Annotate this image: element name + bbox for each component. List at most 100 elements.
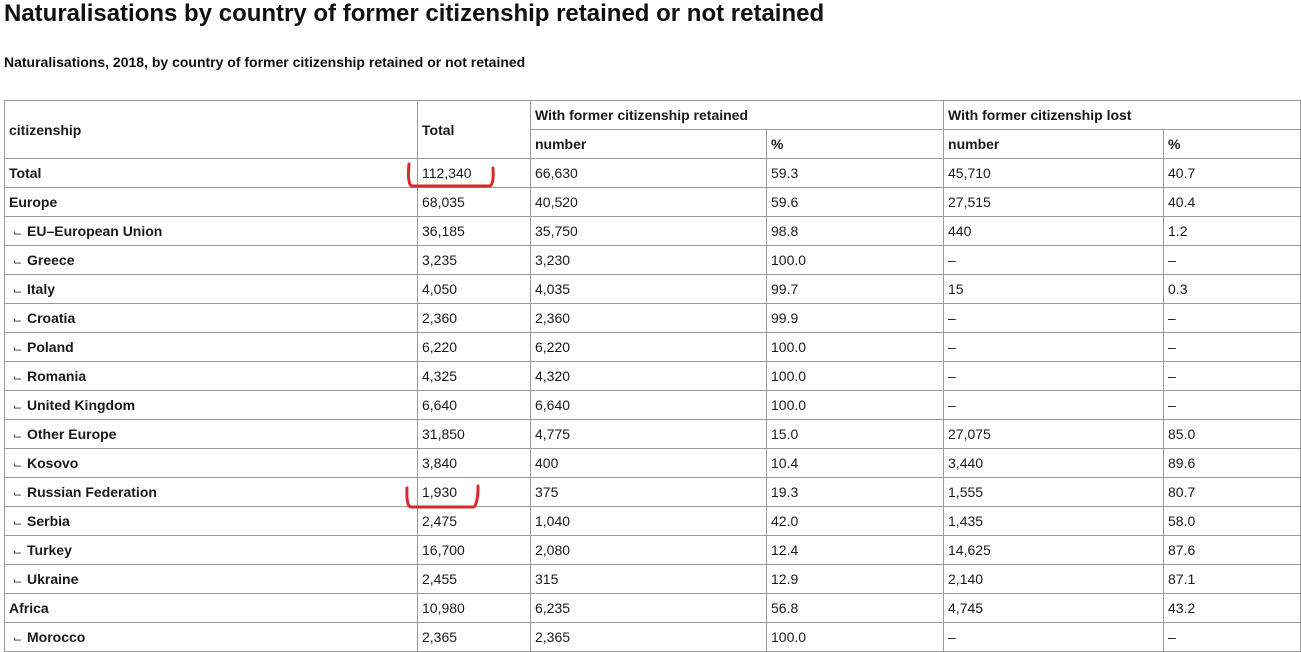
table-row: Total 112,340 66,630 59.3 45,710 40.7 xyxy=(4,158,1301,188)
retained-percent-cell: 100.0 xyxy=(765,245,945,275)
indent-marker-icon: ⌙ xyxy=(13,459,23,471)
row-label: Greece xyxy=(27,252,75,268)
lost-number-cell: 2,140 xyxy=(943,564,1165,594)
table-row: ⌙ Other Europe 31,850 4,775 15.0 27,075 85.0 xyxy=(4,419,1301,449)
total-cell: 6,220 xyxy=(417,332,531,362)
retained-percent-cell: 100.0 xyxy=(765,390,945,420)
retained-number-cell: 2,080 xyxy=(530,535,767,565)
retained-number-cell: 2,365 xyxy=(530,622,767,652)
lost-number-cell: 27,075 xyxy=(943,419,1165,449)
indent-marker-icon: ⌙ xyxy=(13,546,23,558)
retained-percent-cell: 98.8 xyxy=(765,216,945,246)
lost-number-cell: 27,515 xyxy=(943,187,1165,217)
row-label: Serbia xyxy=(27,513,70,529)
table-row: ⌙ Morocco 2,365 2,365 100.0– – xyxy=(4,622,1301,652)
page-title: Naturalisations by country of former cit… xyxy=(4,0,825,27)
lost-percent-cell: – xyxy=(1163,303,1301,333)
row-label: Africa xyxy=(9,600,49,616)
retained-number-cell: 6,235 xyxy=(530,593,767,623)
total-cell: 68,035 xyxy=(417,187,531,217)
retained-percent-cell: 99.7 xyxy=(765,274,945,304)
lost-percent-cell: – xyxy=(1163,332,1301,362)
row-label-cell: ⌙ Serbia xyxy=(4,506,418,536)
row-label: EU–European Union xyxy=(27,223,163,239)
indent-marker-icon: ⌙ xyxy=(13,430,23,442)
row-label-cell: ⌙ Russian Federation xyxy=(4,477,418,507)
lost-percent-cell: 87.1 xyxy=(1163,564,1301,594)
retained-percent-cell: 42.0 xyxy=(765,506,945,536)
row-label: Morocco xyxy=(27,629,86,645)
indent-marker-icon: ⌙ xyxy=(13,575,23,587)
row-label: Kosovo xyxy=(27,455,79,471)
lost-number-cell: 3,440 xyxy=(943,448,1165,478)
table-row: ⌙ United Kingdom 6,640 6,640 100.0– – xyxy=(4,390,1301,420)
table-row: ⌙ Greece 3,235 3,230 100.0– – xyxy=(4,245,1301,275)
retained-number-cell: 315 xyxy=(530,564,767,594)
row-label-cell: ⌙ Morocco xyxy=(4,622,418,652)
row-label: United Kingdom xyxy=(27,397,136,413)
row-label-cell: ⌙ Romania xyxy=(4,361,418,391)
indent-marker-icon: ⌙ xyxy=(13,343,23,355)
retained-percent-cell: 59.6 xyxy=(765,187,945,217)
total-cell: 10,980 xyxy=(417,593,531,623)
indent-marker-icon: ⌙ xyxy=(13,372,23,384)
lost-number-cell: 4,745 xyxy=(943,593,1165,623)
row-label: Europe xyxy=(9,194,58,210)
lost-percent-cell: 40.7 xyxy=(1163,158,1301,188)
row-label-cell: Africa xyxy=(4,593,418,623)
header-retained-percent: % xyxy=(765,129,945,159)
lost-number-cell: – xyxy=(943,332,1165,362)
retained-number-cell: 3,230 xyxy=(530,245,767,275)
retained-number-cell: 4,320 xyxy=(530,361,767,391)
row-label-cell: ⌙ Poland xyxy=(4,332,418,362)
row-label: Italy xyxy=(27,281,56,297)
row-label: Total xyxy=(9,165,42,181)
retained-number-cell: 6,640 xyxy=(530,390,767,420)
retained-percent-cell: 99.9 xyxy=(765,303,945,333)
lost-percent-cell: – xyxy=(1163,622,1301,652)
header-group-retained: With former citizenship retained xyxy=(529,100,945,130)
table-subtitle: Naturalisations, 2018, by country of for… xyxy=(4,54,526,70)
lost-percent-cell: 80.7 xyxy=(1163,477,1301,507)
row-label-cell: Total xyxy=(4,158,418,188)
total-cell: 31,850 xyxy=(417,419,531,449)
lost-number-cell: – xyxy=(943,361,1165,391)
retained-percent-cell: 12.4 xyxy=(765,535,945,565)
retained-percent-cell: 100.0 xyxy=(765,361,945,391)
row-label: Poland xyxy=(27,339,74,355)
total-cell: 2,360 xyxy=(417,303,531,333)
lost-number-cell: 1,435 xyxy=(943,506,1165,536)
retained-percent-cell: 12.9 xyxy=(765,564,945,594)
row-label-cell: ⌙ Kosovo xyxy=(4,448,418,478)
lost-percent-cell: – xyxy=(1163,390,1301,420)
lost-number-cell: – xyxy=(943,622,1165,652)
total-cell: 6,640 xyxy=(417,390,531,420)
retained-number-cell: 40,520 xyxy=(530,187,767,217)
indent-marker-icon: ⌙ xyxy=(13,256,23,268)
retained-number-cell: 6,220 xyxy=(530,332,767,362)
row-label: Romania xyxy=(27,368,87,384)
retained-number-cell: 4,035 xyxy=(530,274,767,304)
retained-percent-cell: 100.0 xyxy=(765,332,945,362)
retained-number-cell: 2,360 xyxy=(530,303,767,333)
total-cell: 3,235 xyxy=(417,245,531,275)
total-cell: 4,050 xyxy=(417,274,531,304)
header-group-lost: With former citizenship lost xyxy=(943,100,1301,130)
lost-percent-cell: – xyxy=(1163,361,1301,391)
table-row: ⌙ Kosovo 3,840 400 10.4 3,440 89.6 xyxy=(4,448,1301,478)
retained-number-cell: 1,040 xyxy=(530,506,767,536)
table-row: ⌙ EU–European Union 36,185 35,750 98.8 440 1.2 xyxy=(4,216,1301,246)
row-label-cell: ⌙ Turkey xyxy=(4,535,418,565)
table-row: ⌙ Turkey 16,700 2,080 12.4 14,625 87.6 xyxy=(4,535,1301,565)
row-label: Croatia xyxy=(27,310,76,326)
retained-number-cell: 66,630 xyxy=(530,158,767,188)
total-cell: 112,340 xyxy=(417,158,531,188)
lost-number-cell: 15 xyxy=(943,274,1165,304)
header-retained-number: number xyxy=(530,129,767,159)
lost-number-cell: 440 xyxy=(943,216,1165,246)
total-cell: 36,185 xyxy=(417,216,531,246)
table-row: ⌙ Poland 6,220 6,220 100.0– – xyxy=(4,332,1301,362)
retained-percent-cell: 15.0 xyxy=(765,419,945,449)
indent-marker-icon: ⌙ xyxy=(13,314,23,326)
lost-number-cell: 1,555 xyxy=(943,477,1165,507)
